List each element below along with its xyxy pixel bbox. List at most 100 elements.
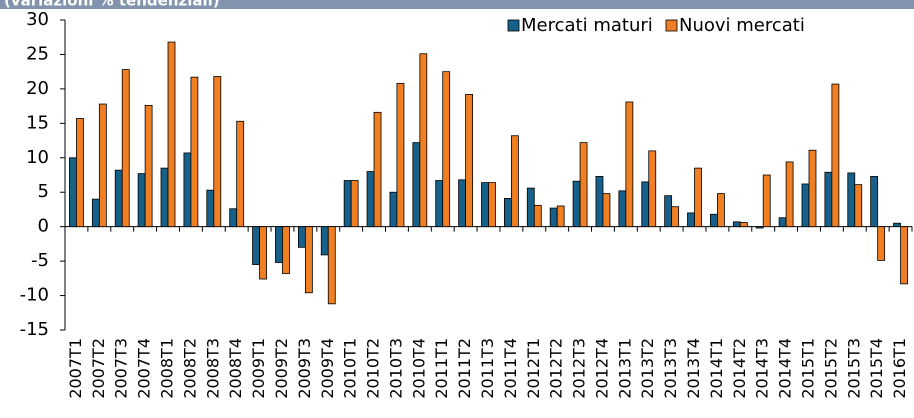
x-tick-label: 2010T1 <box>341 338 360 399</box>
x-tick-label: 2009T3 <box>295 338 314 399</box>
x-tick-label: 2008T2 <box>180 338 199 399</box>
bar <box>69 157 77 228</box>
bar <box>396 82 405 228</box>
bar <box>481 182 489 228</box>
bar <box>824 171 833 228</box>
y-tick-label: 25 <box>26 43 49 64</box>
bar <box>687 212 695 228</box>
bar <box>618 190 627 228</box>
bar <box>755 226 764 229</box>
bar <box>893 222 901 228</box>
x-tick-label: 2013T1 <box>615 338 634 399</box>
legend-label: Nuovi mercati <box>679 15 805 36</box>
bar <box>664 195 673 228</box>
bar <box>847 172 856 228</box>
x-tick-label: 2013T3 <box>661 338 680 399</box>
bar <box>183 152 192 228</box>
bar <box>641 181 650 228</box>
x-tick-label: 2016T1 <box>890 338 909 399</box>
x-tick-label: 2007T4 <box>135 338 154 399</box>
x-tick-label: 2012T2 <box>547 338 566 399</box>
bar <box>549 207 558 228</box>
x-tick-label: 2011T1 <box>432 338 451 399</box>
bar <box>694 167 702 228</box>
x-tick-label: 2010T3 <box>386 338 405 399</box>
bar <box>213 76 222 228</box>
bar <box>435 180 444 228</box>
bar <box>350 180 359 228</box>
bar <box>275 226 283 263</box>
x-tick-label: 2015T3 <box>844 338 863 399</box>
legend-label: Mercati maturi <box>521 15 653 36</box>
chart-subtitle: (variazioni % tendenziali) <box>4 0 220 10</box>
bar <box>625 101 634 228</box>
x-tick-label: 2015T4 <box>867 338 886 399</box>
bar <box>458 179 467 228</box>
bar <box>877 226 886 261</box>
bar <box>488 182 496 228</box>
x-tick-label: 2012T1 <box>524 338 543 399</box>
bar <box>327 226 336 305</box>
bar <box>778 217 787 228</box>
x-tick-label: 2013T2 <box>638 338 657 399</box>
bar <box>343 180 352 228</box>
x-tick-label: 2012T4 <box>592 338 611 399</box>
x-tick-label: 2015T1 <box>798 338 817 399</box>
y-tick-label: -15 <box>20 319 49 340</box>
bar <box>602 193 611 228</box>
bar <box>229 208 238 228</box>
bar <box>137 173 146 228</box>
y-tick-label: 10 <box>26 147 49 168</box>
bar <box>304 226 313 294</box>
x-tick-label: 2009T1 <box>249 338 268 399</box>
bar <box>121 69 130 228</box>
bar <box>442 71 451 228</box>
bar <box>144 105 153 228</box>
bar <box>373 111 382 228</box>
bar <box>648 150 657 228</box>
bar <box>320 226 329 256</box>
bar <box>556 205 565 228</box>
x-tick-label: 2014T3 <box>753 338 772 399</box>
x-tick-label: 2010T4 <box>409 338 428 399</box>
bar <box>900 226 908 285</box>
bar <box>366 171 375 228</box>
bar <box>526 187 535 228</box>
y-tick-label: 20 <box>26 78 49 99</box>
bar <box>595 175 604 228</box>
bar <box>801 183 810 228</box>
x-tick-label: 2009T4 <box>318 338 337 399</box>
bar <box>206 189 215 228</box>
bar <box>76 118 84 228</box>
bar <box>717 193 725 228</box>
bar <box>282 226 290 274</box>
bar <box>671 206 680 228</box>
legend-swatch <box>507 19 520 32</box>
bar <box>389 191 398 228</box>
x-tick-label: 2014T2 <box>730 338 749 399</box>
bar <box>572 180 581 228</box>
bar <box>236 120 245 228</box>
x-tick-label: 2009T2 <box>272 338 291 399</box>
bar <box>710 213 718 228</box>
bar <box>167 41 176 228</box>
y-tick-label: 30 <box>26 9 49 30</box>
x-tick-label: 2008T4 <box>226 338 245 399</box>
bar <box>160 167 169 228</box>
y-tick-label: 15 <box>26 112 49 133</box>
bar <box>412 142 421 228</box>
y-tick-label: 5 <box>38 181 49 202</box>
bar <box>854 184 863 228</box>
header-band <box>0 0 914 9</box>
bar <box>419 53 428 228</box>
bar <box>785 161 794 228</box>
x-tick-label: 2007T1 <box>66 338 85 399</box>
bar <box>114 169 123 228</box>
x-tick-label: 2015T2 <box>821 338 840 399</box>
bar <box>533 204 542 228</box>
bar <box>297 226 306 248</box>
x-tick-label: 2011T2 <box>455 338 474 399</box>
bar <box>98 103 107 228</box>
x-tick-label: 2013T4 <box>684 338 703 399</box>
